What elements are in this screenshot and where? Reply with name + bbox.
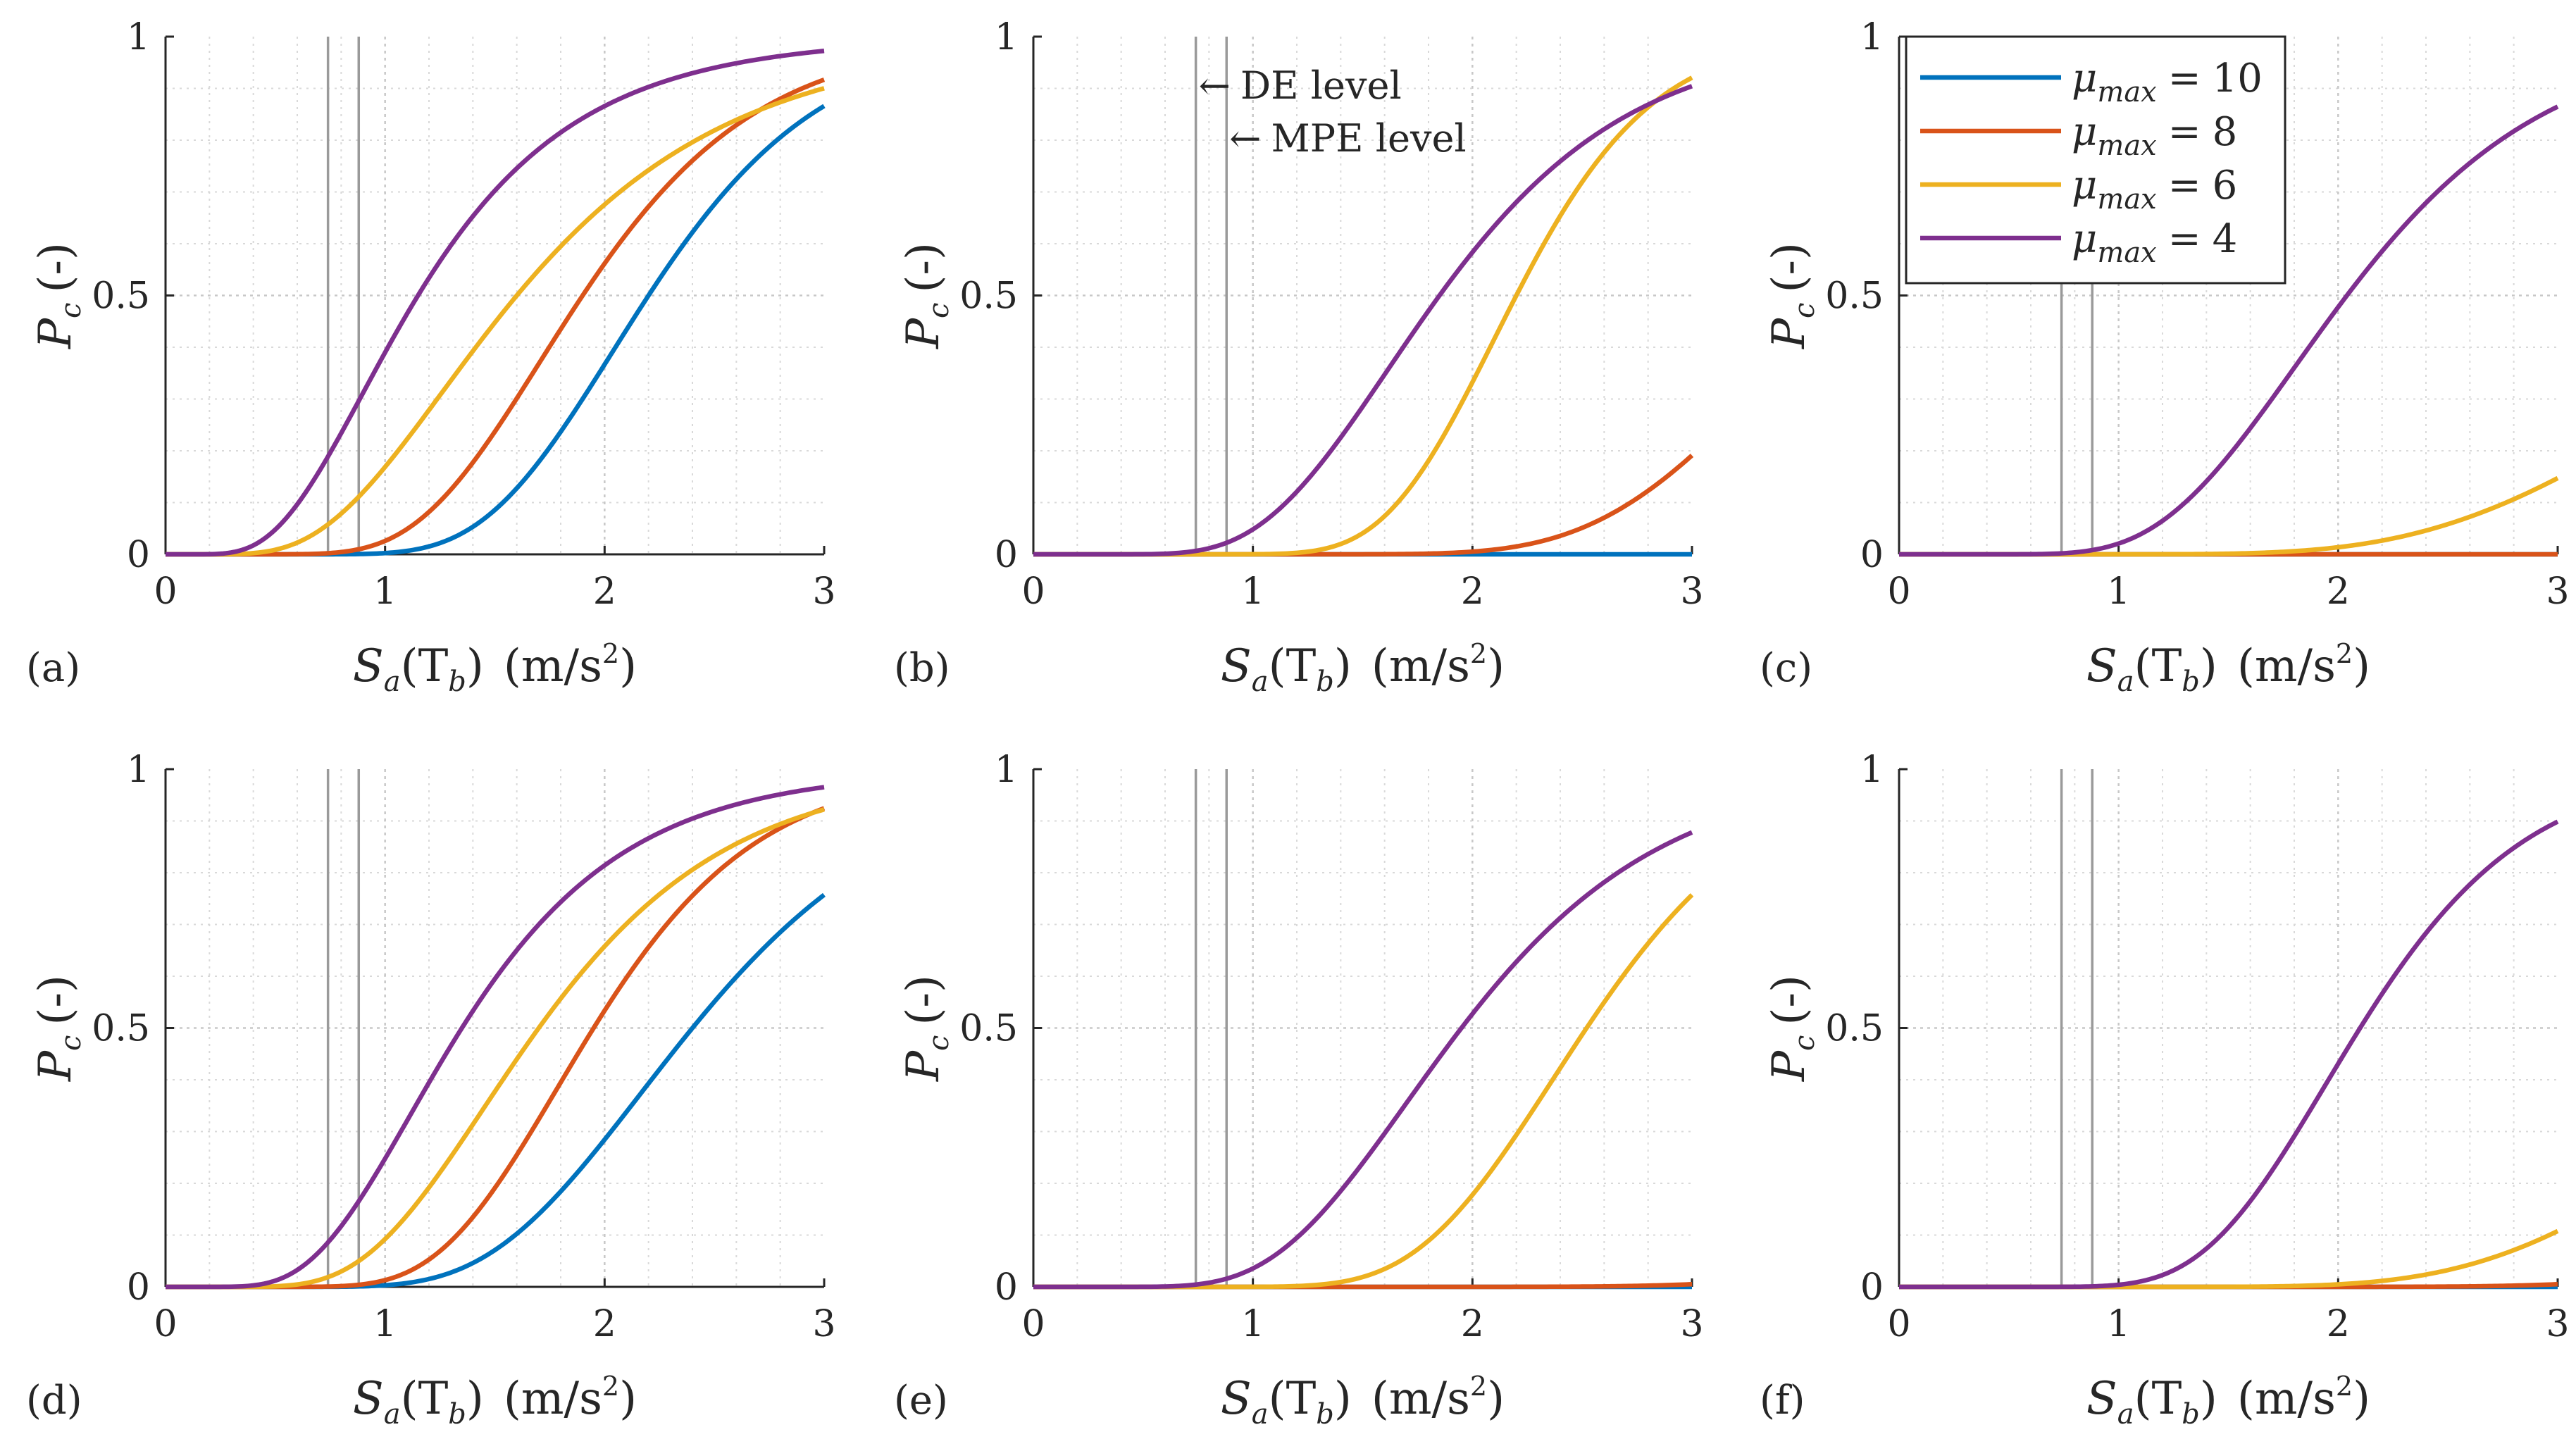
x-tick-label: 2 [593,1303,616,1345]
y-tick-label: 0 [127,534,150,576]
panel-label: (e) [894,1378,948,1424]
x-axis-label: Sa(Tb) (m/s2) [2086,1371,2370,1431]
x-axis-label: Sa(Tb) (m/s2) [1221,638,1505,698]
x-tick-label: 2 [593,571,616,613]
x-tick-label: 1 [373,1303,397,1345]
y-axis-label: Pc(-) [897,975,955,1082]
y-tick-label: 0.5 [1825,275,1884,318]
x-tick-label: 1 [2107,1303,2130,1345]
x-tick-label: 0 [154,1303,177,1345]
y-axis-label: Pc(-) [30,975,87,1082]
x-axis-label: Sa(Tb) (m/s2) [2086,638,2370,698]
x-tick-label: 3 [2546,1303,2569,1345]
x-axis-label: Sa(Tb) (m/s2) [353,1371,637,1431]
x-tick-label: 0 [1021,571,1045,613]
y-tick-label: 0.5 [959,275,1018,318]
x-tick-label: 0 [1887,571,1910,613]
y-axis-label: Pc(-) [30,242,87,349]
panel-label: (b) [894,645,950,691]
series-line-mu-max-4 [1033,830,1693,1290]
x-tick-label: 1 [373,571,397,613]
x-tick-label: 1 [1241,1303,1264,1345]
x-tick-label: 2 [2327,1303,2350,1345]
mpe-level-annotation: ← MPE level [1229,116,1466,161]
y-tick-label: 1 [1860,16,1884,58]
x-tick-label: 3 [1680,1303,1703,1345]
x-axis-label: Sa(Tb) (m/s2) [1221,1371,1505,1431]
x-tick-label: 2 [1461,1303,1484,1345]
y-tick-label: 1 [995,749,1018,791]
y-tick-label: 0 [1860,1266,1884,1309]
y-tick-label: 0.5 [1825,1008,1884,1050]
y-tick-label: 0.5 [92,275,150,318]
x-tick-label: 3 [812,571,835,613]
panel-label: (d) [26,1378,82,1424]
panel-e: 0 1 2 3 0 0.5 1 Pc(-) Sa(Tb) (m/s2) (e) [894,749,1704,1431]
y-tick-label: 0.5 [959,1008,1018,1050]
series-line-mu-max-4 [166,785,825,1290]
x-tick-label: 2 [1461,571,1484,613]
panel-label: (a) [26,645,80,691]
y-axis-label: Pc(-) [1763,242,1821,349]
panel-label: (f) [1760,1378,1805,1424]
x-tick-label: 0 [154,571,177,613]
y-tick-label: 1 [995,16,1018,58]
legend-entry-label: μmax = 4 [2072,216,2237,269]
series-line-mu-max-4 [1899,819,2559,1290]
x-tick-label: 3 [1680,571,1703,613]
panel-d: 0 1 2 3 0 0.5 1 Pc(-) Sa(Tb) (m/s2) (d) [26,749,836,1431]
y-tick-label: 1 [127,749,150,791]
x-tick-label: 2 [2327,571,2350,613]
y-tick-label: 0 [995,534,1018,576]
panel-f: 0 1 2 3 0 0.5 1 Pc(-) Sa(Tb) (m/s2) (f) [1760,749,2570,1431]
y-tick-label: 0 [127,1266,150,1309]
series-line-mu-max-4 [1033,84,1693,557]
y-tick-label: 1 [127,16,150,58]
x-tick-label: 3 [812,1303,835,1345]
plot-area [1899,769,2558,1287]
panel-label: (c) [1760,645,1812,691]
x-tick-label: 0 [1887,1303,1910,1345]
y-axis-label: Pc(-) [897,242,955,349]
x-tick-label: 1 [2107,571,2130,613]
series-line-mu-max-4 [166,49,825,557]
y-tick-label: 0 [995,1266,1018,1309]
legend-entry-label: μmax = 8 [2072,109,2237,162]
legend-entry-label: μmax = 6 [2072,163,2237,216]
plot-area [1033,769,1692,1287]
y-tick-label: 1 [1860,749,1884,791]
panel-b: 0 1 2 3 0 0.5 1 Pc(-) Sa(Tb) (m/s2) (b) [894,16,1704,698]
y-tick-label: 0.5 [92,1008,150,1050]
series-line-mu-max-8 [166,77,826,557]
series-line-mu-max-6 [166,807,825,1290]
plot-area [166,37,824,554]
plot-area [1033,37,1692,554]
legend-entry-label: μmax = 10 [2072,56,2263,108]
panel-a: 0 1 2 3 0 0.5 1 Pc(-) Sa(Tb) (m/s2) (a) [26,16,836,698]
x-tick-label: 0 [1021,1303,1045,1345]
x-axis-label: Sa(Tb) (m/s2) [353,638,637,698]
series-line-mu-max-6 [166,86,825,557]
y-axis-label: Pc(-) [1763,975,1821,1082]
series-line-mu-max-4 [1899,104,2559,557]
de-level-annotation: ← DE level [1199,63,1402,108]
x-tick-label: 1 [1241,571,1264,613]
y-tick-label: 0 [1860,534,1884,576]
x-tick-label: 3 [2546,571,2569,613]
